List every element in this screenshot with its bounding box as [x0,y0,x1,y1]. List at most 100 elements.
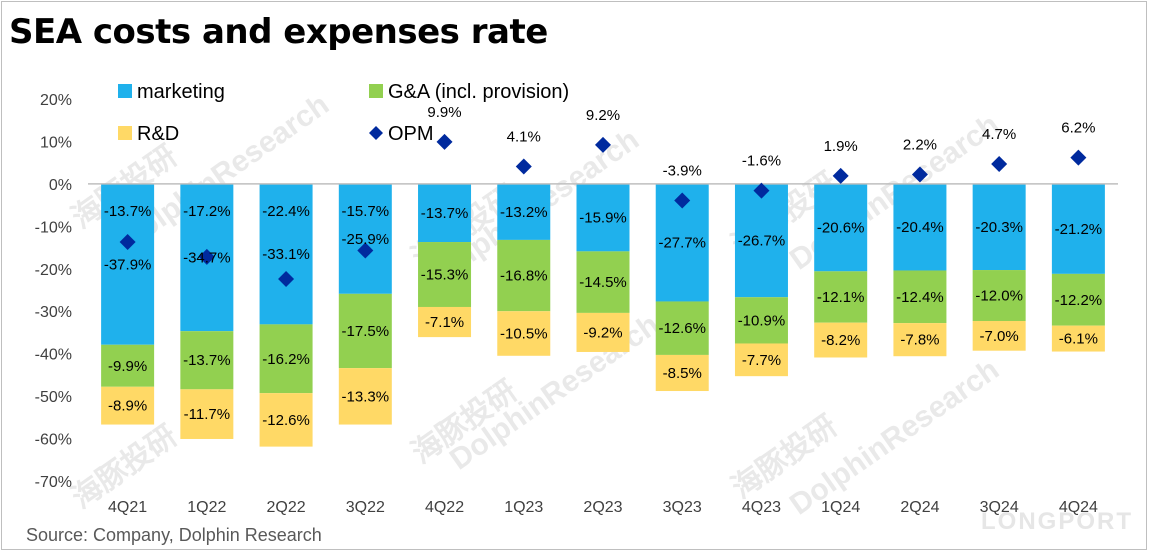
x-tick-label: 3Q24 [980,499,1019,516]
data-label-opm: 4.7% [982,126,1016,143]
data-label-marketing: -20.6% [817,220,865,237]
opm-marker-4Q22 [436,133,453,150]
x-tick-label: 1Q22 [187,499,226,516]
opm-marker-3Q24 [991,155,1008,172]
opm-marker-1Q22 [198,248,215,265]
legend-label-marketing: marketing [137,81,225,103]
x-tick-label: 3Q23 [663,499,702,516]
y-tick-label: -60% [35,432,72,449]
opm-marker-4Q24 [1070,149,1087,166]
bar-marketing-4Q23 [734,183,788,298]
data-label-rd: -11.7% [184,406,230,423]
bar-marketing-4Q24 [1051,183,1105,274]
watermark-brand: LONGPORT [981,508,1133,535]
bar-rd-4Q24 [1051,325,1105,352]
data-label-marketing: -34.7% [183,250,231,267]
opm-marker-2Q22 [278,270,295,287]
y-axis: 20% 10% 0% -10% -20% -30% -40% -50% -60% -70% [35,92,72,491]
bar-marketing-4Q21 [101,183,155,345]
bar-rd-1Q22 [180,389,234,439]
bar-rd-4Q23 [734,343,788,377]
data-label-rd: -12.6% [262,412,310,429]
legend-swatch-opm [369,126,383,140]
bar-marketing-2Q22 [259,183,313,325]
data-label-ga: -15.3% [421,267,469,284]
legend-swatch-marketing [118,84,132,98]
data-label-opm: -17.2% [183,203,231,220]
bar-marketing-3Q22 [338,183,392,294]
data-label-rd: -7.0% [980,328,1019,345]
bar-marketing-4Q22 [418,183,472,243]
bar-rd-3Q23 [655,354,709,392]
bar-ga-4Q22 [418,242,472,307]
bar-ga-1Q22 [180,331,234,390]
data-label-marketing: -25.9% [342,231,390,248]
data-label-opm: -1.6% [742,153,781,170]
x-tick-label: 4Q22 [425,499,464,516]
data-label-marketing: -21.2% [1055,221,1103,238]
data-label-opm: 2.2% [903,137,937,154]
x-tick-label: 2Q22 [267,499,306,516]
bar-ga-2Q22 [259,324,313,394]
data-label-marketing: -27.7% [658,235,706,252]
data-label-ga: -17.5% [342,323,390,340]
x-tick-label: 2Q23 [583,499,622,516]
bar-ga-4Q21 [101,344,155,387]
opm-marker-4Q23 [753,182,770,199]
y-tick-label: -70% [35,474,72,491]
chart-title: SEA costs and expenses rate [9,12,548,52]
data-label-rd: -7.8% [900,332,939,349]
data-label-rd: -7.1% [425,314,464,331]
bar-rd-2Q22 [259,393,313,447]
data-label-marketing: -20.4% [896,219,944,236]
x-tick-label: 1Q24 [821,499,860,516]
bar-rd-3Q24 [972,320,1026,351]
data-label-ga: -9.9% [108,358,147,375]
x-tick-label: 4Q21 [108,499,147,516]
data-label-opm: 4.1% [507,128,541,145]
source-note: Source: Company, Dolphin Research [26,525,322,545]
data-label-opm: 6.2% [1061,120,1095,137]
x-tick-label: 2Q24 [900,499,939,516]
x-tick-label: 1Q23 [504,499,543,516]
data-label-marketing: -20.3% [975,219,1023,236]
data-label-ga: -12.2% [1055,292,1103,309]
bar-rd-4Q22 [418,306,472,338]
y-tick-label: -40% [35,347,72,364]
y-tick-label: -50% [35,389,72,406]
data-label-marketing: -15.9% [579,210,627,227]
data-label-marketing: -26.7% [738,233,786,250]
data-label-rd: -8.9% [108,398,147,415]
data-label-marketing: -33.1% [262,246,310,263]
legend-label-opm: OPM [388,123,434,145]
data-label-marketing: -13.7% [421,205,469,222]
data-label-ga: -12.0% [975,288,1023,305]
legend-swatch-rd [118,126,132,140]
opm-marker-1Q23 [515,158,532,175]
bar-marketing-1Q23 [497,183,551,240]
data-label-ga: -12.1% [817,289,865,306]
data-label-rd: -9.2% [583,324,622,341]
data-label-opm: 9.9% [427,104,461,121]
bar-rd-1Q24 [814,322,868,358]
data-label-opm: 1.9% [824,138,858,155]
data-label-ga: -12.6% [658,320,706,337]
data-label-marketing: -13.2% [500,204,548,221]
bar-rd-3Q22 [338,368,392,425]
x-axis: 4Q21 1Q22 2Q22 3Q22 4Q22 1Q23 2Q23 3Q23 4Q23 1Q24… [108,499,1098,516]
data-label-opm: 9.2% [586,107,620,124]
bar-rd-2Q23 [576,312,630,352]
data-label-ga: -16.8% [500,268,548,285]
bar-rd-2Q24 [893,323,947,357]
bar-ga-4Q24 [1051,273,1105,326]
bar-ga-4Q23 [734,297,788,344]
data-label-opm: -22.4% [262,203,310,220]
x-tick-label: 4Q24 [1059,499,1098,516]
y-tick-label: 20% [40,92,72,109]
data-label-rd: -8.2% [821,332,860,349]
bar-marketing-3Q24 [972,183,1026,271]
data-label-ga: -14.5% [579,274,627,291]
opm-marker-2Q23 [595,136,611,153]
data-label-rd: -8.5% [663,365,702,382]
